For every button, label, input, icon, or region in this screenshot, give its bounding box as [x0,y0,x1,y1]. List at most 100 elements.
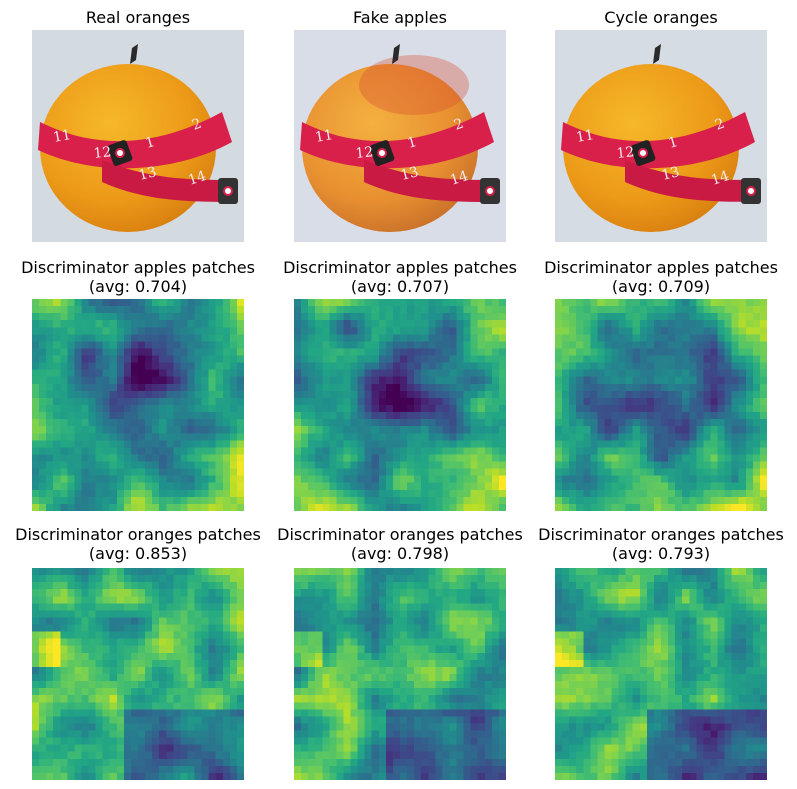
heatmap-cell [109,702,118,710]
heatmap-cell [166,723,174,731]
heatmap-cell [710,496,718,505]
heatmap-cell [187,681,195,689]
heatmap-cell [385,489,394,498]
heatmap-cell [400,362,408,371]
heatmap-cell [329,638,337,647]
heatmap-cell [109,730,118,738]
heatmap-cell [407,751,415,760]
panel-title: Discriminator oranges patches (avg: 0.85… [8,525,268,563]
heatmap-cell [590,327,598,335]
heatmap-cell [88,397,96,406]
heatmap-cell [180,412,188,420]
heatmap-cell [229,362,238,371]
heatmap-cell [668,341,676,349]
heatmap-cell [315,695,323,703]
heatmap-cell [350,603,358,611]
heatmap-cell [428,348,436,356]
heatmap-cell [315,765,323,774]
heatmap-cell [470,610,479,618]
heatmap-cell [498,659,506,668]
heatmap-cell [428,327,436,335]
heatmap-cell [301,327,309,335]
heatmap-cell [371,320,380,328]
heatmap-cell [46,716,54,724]
heatmap-cell [435,397,443,406]
heatmap-cell [632,383,641,392]
heatmap-cell [180,610,188,618]
heatmap-cell [385,405,394,413]
heatmap-cell [604,624,612,632]
heatmap-cell [392,582,401,590]
heatmap-cell [102,433,111,441]
heatmap-cell [597,362,605,371]
heatmap-cell [166,617,174,625]
heatmap-cell [371,758,380,767]
heatmap-cell [102,299,111,307]
heatmap-cell [703,362,711,371]
heatmap-cell [400,751,408,760]
heatmap-cell [378,397,387,406]
heatmap-cell [180,751,188,760]
heatmap-cell [731,419,740,427]
heatmap-cell [74,737,82,746]
heatmap-cell [463,596,472,604]
heatmap-cell [109,334,118,342]
heatmap-cell [336,582,344,590]
heatmap-cell [315,313,323,321]
heatmap-cell [301,482,309,491]
heatmap-cell [611,652,619,661]
heatmap-cell [46,772,54,780]
heatmap-cell [378,659,387,668]
heatmap-cell [639,610,648,618]
heatmap-cell [576,299,584,307]
heatmap-cell [187,596,195,604]
heatmap-cell [67,461,75,469]
heatmap-cell [350,666,358,675]
heatmap-cell [39,306,47,314]
heatmap-cell [116,737,125,746]
heatmap-cell [39,744,47,753]
heatmap-cell [138,355,146,363]
heatmap-cell [364,433,373,441]
heatmap-cell [173,320,181,328]
heatmap-cell [145,482,153,491]
heatmap-cell [590,362,598,371]
heatmap-cell [477,440,486,448]
heatmap-cell [456,624,464,632]
orange-photo: 11 12 1 2 13 14 [32,30,244,242]
heatmap-cell [166,412,174,420]
heatmap-cell [145,674,153,682]
heatmap-cell [350,709,358,717]
heatmap-cell [32,405,40,413]
heatmap-cell [378,489,387,498]
heatmap-cell [498,638,506,647]
heatmap-cell [81,496,89,505]
heatmap-cell [194,362,202,371]
heatmap-cell [385,631,394,640]
heatmap-cell [498,496,506,505]
heatmap-cell [229,631,238,640]
heatmap-cell [145,716,153,724]
heatmap-cell [74,589,82,597]
heatmap-cell [138,327,146,335]
heatmap-cell [308,383,316,392]
heatmap-cell [646,412,655,420]
heatmap-cell [173,299,181,307]
heatmap-cell [400,617,408,625]
heatmap-cell [470,575,479,583]
heatmap-cell [456,631,464,640]
heatmap-cell [46,652,54,661]
heatmap-cell [407,645,415,654]
heatmap-cell [294,348,302,356]
heatmap-cell [435,737,443,746]
heatmap-cell [625,624,634,632]
heatmap-cell [201,503,210,511]
heatmap-cell [173,419,181,427]
heatmap-cell [109,666,118,675]
heatmap-cell [88,376,96,385]
heatmap-cell [180,369,188,378]
heatmap-cell [407,327,415,335]
heatmap-cell [308,638,316,647]
heatmap-cell [222,397,231,406]
heatmap-cell [166,645,174,654]
